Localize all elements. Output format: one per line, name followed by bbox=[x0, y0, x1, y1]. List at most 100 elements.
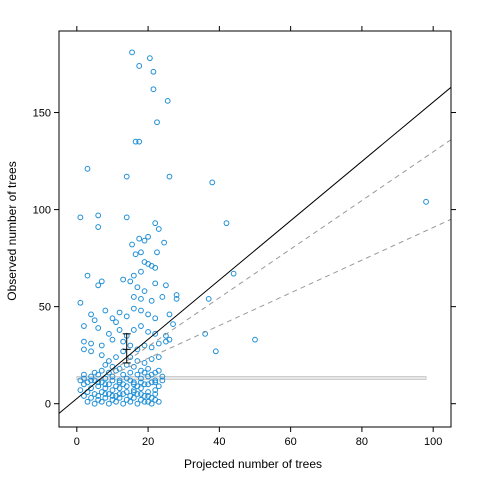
data-point bbox=[212, 348, 219, 355]
data-point bbox=[120, 338, 127, 345]
x-tick-label: 100 bbox=[424, 436, 442, 448]
y-tick-label: 150 bbox=[33, 108, 51, 120]
data-point bbox=[127, 398, 134, 405]
data-point bbox=[150, 68, 157, 75]
data-point bbox=[152, 280, 159, 287]
data-point bbox=[223, 220, 230, 227]
data-point bbox=[120, 400, 127, 407]
data-point bbox=[116, 391, 123, 397]
data-point bbox=[138, 379, 144, 386]
data-point bbox=[127, 278, 134, 285]
data-point bbox=[209, 179, 216, 186]
data-point bbox=[98, 352, 105, 359]
data-point bbox=[145, 311, 151, 318]
data-point bbox=[91, 317, 98, 324]
data-point bbox=[98, 342, 105, 349]
x-tick-label: 20 bbox=[142, 436, 154, 448]
data-point bbox=[163, 282, 169, 289]
data-point bbox=[154, 249, 160, 256]
data-point bbox=[105, 400, 112, 407]
data-point bbox=[105, 330, 112, 337]
data-point bbox=[148, 371, 155, 378]
data-point bbox=[102, 307, 109, 314]
data-point bbox=[148, 344, 155, 351]
data-point bbox=[138, 307, 144, 314]
data-point bbox=[132, 138, 139, 145]
data-point bbox=[113, 354, 119, 361]
data-point bbox=[77, 387, 84, 394]
data-point bbox=[95, 282, 102, 289]
data-point bbox=[127, 342, 134, 349]
data-point bbox=[141, 237, 148, 244]
y-tick-label: 100 bbox=[33, 205, 51, 217]
data-point bbox=[152, 330, 159, 337]
data-point bbox=[145, 328, 151, 335]
data-point bbox=[164, 97, 171, 104]
data-point bbox=[109, 315, 116, 322]
data-point bbox=[155, 226, 162, 232]
data-point bbox=[145, 365, 151, 372]
horizontal-band bbox=[76, 376, 427, 380]
data-point bbox=[102, 381, 109, 388]
data-point bbox=[145, 389, 151, 395]
data-point bbox=[123, 214, 130, 221]
data-point bbox=[105, 358, 112, 364]
data-point bbox=[141, 342, 148, 349]
data-point bbox=[152, 379, 159, 386]
data-point bbox=[230, 270, 237, 277]
data-point bbox=[141, 288, 148, 295]
data-point bbox=[105, 381, 112, 388]
data-point bbox=[148, 356, 155, 362]
y-axis-title: Observed number of trees bbox=[5, 161, 19, 300]
data-point bbox=[141, 398, 148, 405]
data-point bbox=[138, 268, 144, 275]
data-point bbox=[202, 330, 209, 337]
data-point bbox=[148, 297, 155, 304]
data-point bbox=[166, 311, 173, 318]
data-point bbox=[138, 385, 144, 392]
data-point bbox=[116, 379, 123, 386]
data-point bbox=[88, 373, 94, 380]
data-point bbox=[130, 387, 137, 394]
data-point bbox=[116, 377, 123, 384]
data-point bbox=[159, 294, 166, 300]
data-point bbox=[130, 394, 137, 401]
data-point bbox=[134, 346, 141, 353]
data-point bbox=[95, 224, 102, 230]
y-tick-label: 50 bbox=[39, 302, 51, 314]
data-point bbox=[77, 299, 84, 306]
data-point bbox=[81, 346, 87, 353]
data-point bbox=[130, 327, 137, 333]
data-point bbox=[155, 398, 162, 405]
data-point bbox=[113, 319, 119, 326]
data-point bbox=[173, 292, 180, 298]
data-point bbox=[98, 367, 105, 374]
data-point bbox=[141, 360, 148, 366]
data-point bbox=[145, 233, 151, 240]
data-point bbox=[155, 354, 162, 361]
data-point bbox=[152, 391, 159, 397]
data-point bbox=[127, 369, 134, 376]
data-point bbox=[81, 323, 87, 329]
x-tick-label: 0 bbox=[74, 436, 80, 448]
data-point bbox=[141, 369, 148, 376]
data-point bbox=[130, 305, 137, 312]
data-point bbox=[88, 394, 94, 401]
data-point bbox=[152, 387, 159, 394]
data-point bbox=[129, 241, 135, 248]
data-point bbox=[166, 173, 173, 180]
data-point bbox=[116, 385, 123, 392]
data-point bbox=[134, 400, 141, 407]
data-point bbox=[134, 371, 141, 378]
data-point bbox=[120, 371, 127, 378]
data-point bbox=[77, 214, 84, 221]
data-point bbox=[102, 391, 109, 397]
data-point bbox=[109, 377, 116, 384]
data-point bbox=[123, 173, 130, 180]
data-point bbox=[138, 249, 144, 256]
data-point bbox=[152, 315, 159, 322]
y-tick-label: 0 bbox=[45, 399, 51, 411]
data-point bbox=[138, 323, 144, 329]
data-point bbox=[95, 325, 102, 331]
